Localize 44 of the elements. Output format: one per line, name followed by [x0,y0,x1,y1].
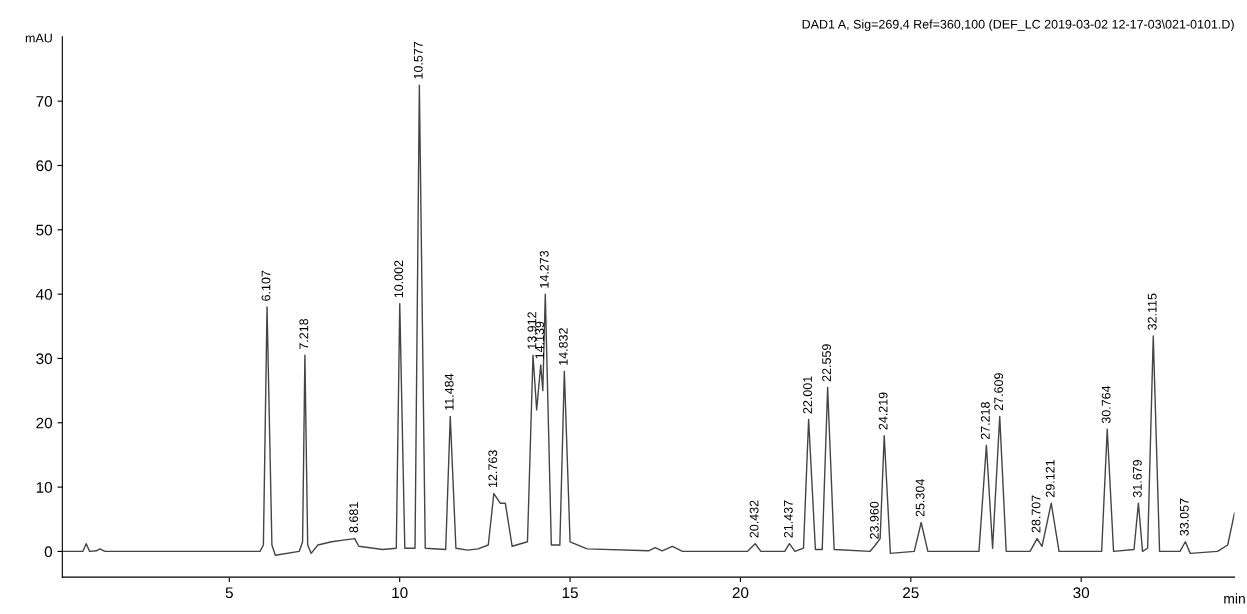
annotation: 10.002 [394,260,404,298]
y-tick-label: 10 [36,481,53,493]
chart-title: DAD1 A, Sig=269,4 Ref=360,100 (DEF_LC 2019-03-02 12-17-03\021-0101.D) [802,19,1234,32]
y-tick-label: 70 [36,96,53,107]
annotation: 32.115 [1147,293,1157,330]
annotation: 6.107 [261,270,271,301]
y-axis-title: mAU [25,33,52,43]
annotation: 28.707 [1031,495,1041,533]
annotation: 24.219 [878,392,888,430]
y-tick-label: 20 [36,417,53,429]
annotation: 12.763 [488,450,498,488]
y-tick-label: 60 [36,160,53,172]
annotation: 27.218 [980,402,990,440]
annotation: 10.577 [413,41,423,79]
annotation: 25.304 [915,479,925,517]
annotation: 21.437 [783,500,793,538]
annotation: 27.609 [994,373,1004,411]
annotation: 14.832 [558,328,568,365]
annotation: 29.121 [1045,460,1055,497]
x-axis-title: min [1224,593,1245,604]
annotation: 22.001 [803,376,812,414]
x-tick-label: 30 [1073,587,1090,599]
annotation: 22.559 [822,344,831,382]
x-tick-label: 20 [732,587,749,599]
x-tick-label: 5 [225,587,233,599]
annotation: 30.764 [1101,385,1111,424]
y-tick-label: 0 [44,546,53,558]
x-tick-label: 15 [562,587,578,599]
line-series [62,84,1235,556]
annotation: 31.679 [1132,459,1142,498]
annotation: 20.432 [749,500,759,538]
annotation: 7.218 [299,318,309,350]
annotation: 13.912 [527,312,537,349]
annotation: 33.057 [1179,498,1189,536]
annotation: 11.484 [444,373,454,410]
y-tick-label: 40 [35,289,53,300]
y-tick-label: 50 [36,224,53,236]
annotation: 23.960 [869,501,879,539]
y-tick-label: 30 [36,353,53,365]
x-tick-label: 25 [903,587,919,599]
annotation: 14.273 [539,250,549,288]
annotation: 14.139 [535,321,545,359]
annotation: 8.681 [349,502,359,533]
x-tick-label: 10 [392,587,408,599]
